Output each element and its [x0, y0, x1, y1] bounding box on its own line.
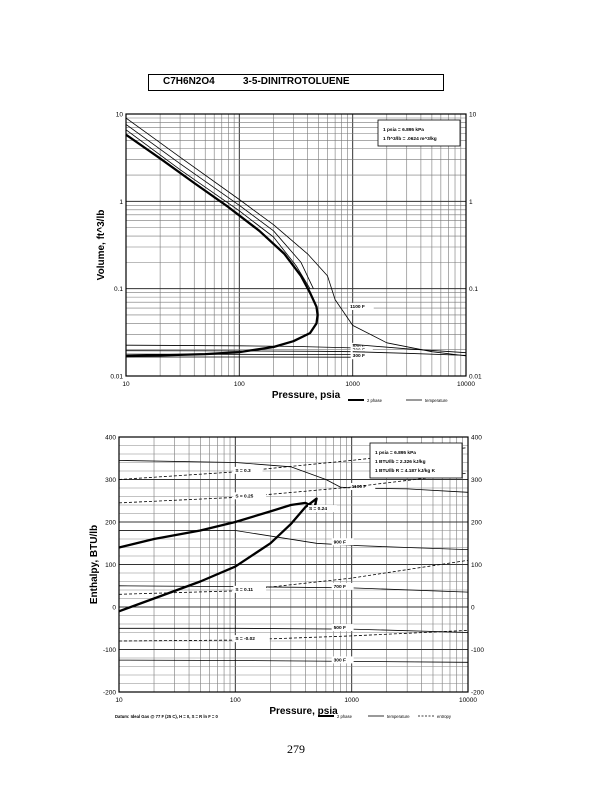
- page-number: 279: [287, 742, 305, 756]
- conversion-text: 1 BTU/lb = 2.326 kJ/kg: [375, 459, 426, 465]
- y-tick-label-right: 0.01: [469, 374, 482, 381]
- legend-label: temperature: [387, 714, 410, 719]
- y-tick-label-right: 200: [471, 520, 482, 527]
- series-hp1: [352, 344, 467, 354]
- series-700-f: [118, 585, 469, 593]
- y-tick-label: -100: [103, 647, 116, 654]
- x-tick-label: 100: [234, 381, 245, 388]
- y-tick-label-right: 0: [471, 605, 475, 612]
- series-label: 900 F: [334, 539, 346, 545]
- series-s-0-02: [118, 630, 469, 642]
- series-label-bg: [331, 656, 354, 664]
- x-axis-title: Pressure, psia: [269, 706, 338, 717]
- series-label: 300 F: [334, 657, 346, 663]
- x-axis-title: Pressure, psia: [272, 390, 341, 401]
- x-tick-label: 10000: [457, 381, 475, 388]
- series-900-f: [119, 530, 469, 550]
- legend-label: 2 phase: [367, 398, 383, 403]
- y-tick-label: -200: [103, 690, 116, 697]
- chart-title-box: C7H6N2O4 3-5-DINITROTOLUENE: [148, 74, 444, 91]
- chemical-name: 3-5-DINITROTOLUENE: [243, 76, 350, 87]
- series-label: 500 F: [334, 625, 346, 631]
- series-label-bg: [348, 303, 374, 311]
- y-tick-label: 200: [105, 520, 116, 527]
- datum-note: Datum: Ideal Gas @ 77 F (25 C), H = 0, S…: [115, 714, 219, 719]
- series-label-bg: [331, 538, 354, 546]
- series-label-bg: [350, 352, 373, 360]
- plot-frame: [125, 113, 467, 377]
- annotation-label: S = 0.24: [309, 506, 327, 512]
- series-s-0-25: [118, 472, 469, 504]
- x-tick-label: 10: [115, 697, 123, 704]
- chemical-formula: C7H6N2O4: [163, 76, 215, 87]
- y-tick-label-right: -200: [471, 690, 484, 697]
- series-label-bg: [350, 342, 373, 350]
- legend-label: entropy: [437, 714, 452, 719]
- series-2-phase: [125, 133, 319, 358]
- series-label-bg: [331, 624, 354, 632]
- y-tick-label-right: -100: [471, 647, 484, 654]
- y-tick-label-right: 300: [471, 477, 482, 484]
- y-tick-label-right: 100: [471, 562, 482, 569]
- y-axis-title: Enthalpy, BTU/lb: [89, 525, 100, 604]
- annotation-bg: [308, 505, 337, 513]
- y-tick-label: 0: [112, 605, 116, 612]
- conversion-text: 1 psia = 6.895 kPa: [375, 450, 416, 456]
- series-2-phase: [118, 497, 318, 613]
- series-label: 1100 F: [350, 304, 365, 310]
- y-tick-label: 100: [105, 562, 116, 569]
- series-1100-f: [125, 117, 467, 357]
- series-500-f: [119, 627, 469, 633]
- series-label: 1100 F: [352, 484, 367, 490]
- y-tick-label: 1: [119, 199, 123, 206]
- y-tick-label: 0.01: [110, 374, 123, 381]
- series-label: S = -0.02: [235, 636, 255, 642]
- series-label-bg: [349, 483, 376, 490]
- series-label-bg: [331, 582, 354, 590]
- series-label: 300 F: [353, 353, 365, 359]
- legend-label: 2 phase: [337, 714, 353, 719]
- series-t3: [125, 129, 311, 289]
- conversion-box: [377, 119, 461, 147]
- series-t2: [125, 124, 314, 289]
- series-900-f: [125, 344, 353, 349]
- x-tick-label: 10: [122, 381, 130, 388]
- series-label-bg: [233, 585, 267, 593]
- series-label-bg: [233, 635, 270, 643]
- y-tick-label: 400: [105, 435, 116, 442]
- y-tick-label: 10: [116, 112, 124, 119]
- series-300-f: [118, 659, 469, 663]
- conversion-text: 1 BTU/lb R = 4.187 kJ/kg K: [375, 468, 436, 474]
- series-label: S = 0.3: [235, 468, 251, 474]
- series-500-f: [125, 353, 353, 355]
- series-label: S = 0.25: [235, 493, 253, 499]
- conversion-text: 1 ft^3/lb = .0624 m^3/kg: [383, 136, 437, 142]
- y-tick-label: 0.1: [114, 286, 123, 293]
- conversion-text: 1 psia = 6.895 kPa: [383, 127, 424, 133]
- series-label: 700 F: [334, 584, 346, 590]
- series-label-bg: [233, 466, 263, 474]
- x-tick-label: 1000: [345, 381, 360, 388]
- x-tick-label: 100: [230, 697, 241, 704]
- series-s-0-11: [118, 559, 469, 595]
- series-label-bg: [233, 492, 267, 500]
- y-tick-label-right: 1: [469, 199, 473, 206]
- series-1100-f: [118, 460, 469, 493]
- legend-label: temperature: [425, 398, 448, 403]
- y-tick-label: 300: [105, 477, 116, 484]
- x-tick-label: 1000: [344, 697, 359, 704]
- y-tick-label-right: 10: [469, 112, 477, 119]
- conversion-box: [369, 442, 463, 479]
- series-700-f: [125, 350, 353, 353]
- y-axis-title: Volume, ft^3/lb: [96, 210, 107, 281]
- series-label: S = 0.11: [235, 587, 253, 593]
- plot-frame: [118, 436, 469, 693]
- series-hp2: [352, 351, 467, 356]
- y-tick-label-right: 400: [471, 435, 482, 442]
- x-tick-label: 10000: [459, 697, 477, 704]
- y-tick-label-right: 0.1: [469, 286, 478, 293]
